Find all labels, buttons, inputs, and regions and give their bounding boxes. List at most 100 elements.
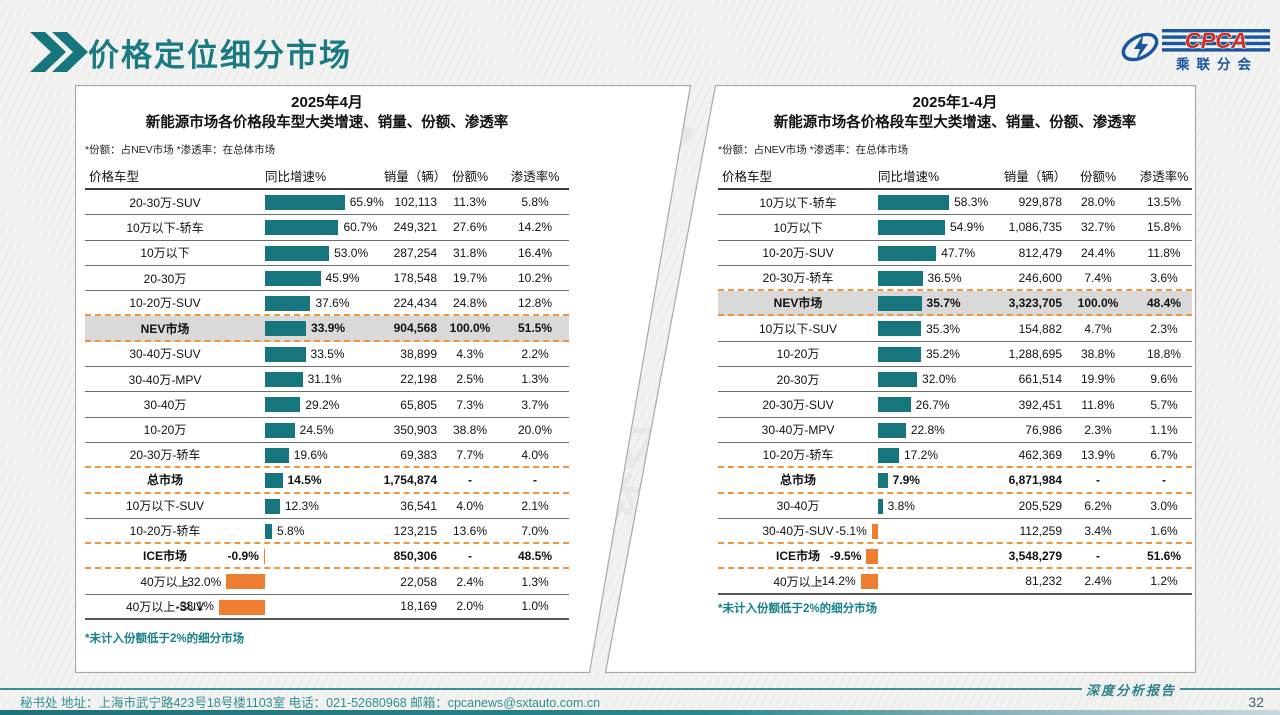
table-row: 10万以下 53.0% 287,254 31.8% 16.4% <box>85 241 569 266</box>
penetration-value: 2.3% <box>1150 321 1178 336</box>
growth-bar <box>265 296 311 312</box>
volume-value: 22,058 <box>400 574 437 589</box>
footer-bottom-bar <box>0 710 1280 715</box>
table-row: 40万以上 -14.2% 81,232 2.4% 1.2% <box>718 569 1192 595</box>
growth-value: 19.6% <box>293 447 328 462</box>
table-row: 10-20万-轿车 5.8% 123,215 13.6% 7.0% <box>85 519 569 545</box>
row-label: 10万以下-SUV <box>758 322 838 337</box>
growth-value: -32.0% <box>183 574 222 589</box>
volume-value: 112,259 <box>1019 523 1063 538</box>
volume-value: 81,232 <box>1025 574 1062 589</box>
growth-value: 32.0% <box>922 372 957 387</box>
growth-bar-cell: -14.2% <box>718 569 1192 592</box>
share-value: 100.0% <box>1077 295 1119 310</box>
row-label: NEV市场 <box>140 321 190 336</box>
row-label: 10万以下 <box>773 220 823 235</box>
growth-value: 58.3% <box>954 195 989 210</box>
column-header: 销量（辆） <box>1003 170 1067 184</box>
share-value: 6.2% <box>1084 498 1112 513</box>
table-row: 10-20万-SUV 47.7% 812,479 24.4% 11.8% <box>718 241 1192 266</box>
row-label: 30-40万-MPV <box>128 372 202 387</box>
panel-title-period: 2025年1-4月 <box>912 94 998 111</box>
growth-bar <box>878 195 950 210</box>
growth-bar-cell: 12.3% <box>85 494 569 518</box>
growth-value: 35.3% <box>926 321 961 336</box>
penetration-value: 5.7% <box>1150 397 1178 412</box>
growth-bar-cell: 31.1% <box>85 367 569 391</box>
growth-bar-cell: 45.9% <box>85 266 569 290</box>
growth-value: 37.6% <box>315 295 350 310</box>
row-label: 30-40万-SUV <box>762 524 834 538</box>
growth-bar-cell: 65.9% <box>85 190 569 214</box>
growth-bar-cell: 7.9% <box>718 468 1192 491</box>
row-label: 10-20万 <box>143 423 187 438</box>
growth-bar <box>265 270 321 286</box>
growth-bar <box>265 422 295 438</box>
volume-value: 850,306 <box>393 548 437 563</box>
column-header: 渗透率% <box>510 170 560 184</box>
penetration-value: 14.2% <box>517 220 553 235</box>
table-body: 20-30万-SUV 65.9% 102,113 11.3% 5.8% 10万以下-轿车 6… <box>85 190 569 621</box>
penetration-value: 18.8% <box>1146 346 1182 361</box>
page-number: 32 <box>1248 694 1264 710</box>
growth-bar <box>860 574 878 590</box>
penetration-value: 2.1% <box>521 498 549 513</box>
growth-bar-cell: 14.5% <box>85 468 569 491</box>
growth-bar-cell: 37.6% <box>85 291 569 314</box>
volume-value: 3,323,705 <box>1008 295 1062 310</box>
row-label: 30-40万 <box>143 398 187 413</box>
volume-value: 249,321 <box>393 220 437 235</box>
growth-value: 17.2% <box>903 447 938 462</box>
growth-bar <box>265 220 339 236</box>
panel-ytd: 2025年1-4月 新能源市场各价格段车型大类增速、销量、份额、渗透率 *份额：… <box>605 85 1197 673</box>
column-header: 价格车型 <box>89 170 140 184</box>
panel-april: 2025年4月 新能源市场各价格段车型大类增速、销量、份额、渗透率 *份额：占N… <box>75 85 692 673</box>
penetration-value: 48.5% <box>517 548 553 563</box>
table-row: 30-40万 3.8% 205,529 6.2% 3.0% <box>718 494 1192 519</box>
share-value: 4.3% <box>456 346 484 361</box>
penetration-value: 12.8% <box>517 295 553 310</box>
growth-bar <box>265 372 303 388</box>
growth-bar-cell: 60.7% <box>85 215 569 239</box>
table-row: 30-40万-MPV 31.1% 22,198 2.5% 1.3% <box>85 367 569 393</box>
panel-title-period: 2025年4月 <box>291 94 363 111</box>
penetration-value: 16.4% <box>517 245 553 260</box>
table-row: NEV市场 35.7% 3,323,705 100.0% 48.4% <box>718 291 1192 317</box>
growth-bar-cell: 58.3% <box>718 190 1192 214</box>
row-label: ICE市场 <box>142 549 187 564</box>
growth-bar <box>878 346 921 362</box>
table-row: ICE市场 -0.9% 850,306 - 48.5% <box>85 544 569 570</box>
table-header-row: 价格车型 同比增速% 销量（辆） 份额% 渗透率% <box>85 163 569 190</box>
table-row: 总市场 7.9% 6,871,984 - - <box>718 468 1192 494</box>
table-row: 10万以下-SUV 35.3% 154,882 4.7% 2.3% <box>718 316 1192 342</box>
penetration-value: 13.5% <box>1146 195 1182 210</box>
share-value: 11.8% <box>1081 397 1115 412</box>
penetration-value: 51.6% <box>1146 548 1182 563</box>
table-row: NEV市场 33.9% 904,568 100.0% 51.5% <box>85 316 569 342</box>
growth-bar-cell: -5.1% <box>718 519 1192 542</box>
growth-bar <box>265 245 330 261</box>
penetration-value: - <box>1162 472 1166 487</box>
share-value: 100.0% <box>449 321 491 336</box>
growth-bar-cell: 36.5% <box>718 266 1192 289</box>
growth-bar-cell: 47.7% <box>718 241 1192 265</box>
growth-bar <box>265 447 289 463</box>
volume-value: 6,871,984 <box>1008 472 1062 487</box>
growth-bar <box>265 346 306 362</box>
growth-value: 65.9% <box>349 195 384 210</box>
growth-bar <box>265 195 345 210</box>
volume-value: 102,113 <box>394 195 438 210</box>
penetration-value: 1.2% <box>1150 574 1178 589</box>
growth-value: 12.3% <box>284 498 319 513</box>
growth-value: 24.5% <box>299 422 334 437</box>
growth-bar-cell: 3.8% <box>718 494 1192 518</box>
share-value: 4.0% <box>456 498 484 513</box>
growth-bar-cell: 54.9% <box>718 215 1192 239</box>
row-label: 30-40万-MPV <box>761 423 835 438</box>
volume-value: 246,600 <box>1018 270 1062 285</box>
penetration-value: 6.7% <box>1150 447 1178 462</box>
volume-value: 287,254 <box>393 245 437 260</box>
growth-bar-cell: 17.2% <box>718 443 1192 466</box>
share-value: 19.9% <box>1080 372 1116 387</box>
penetration-value: 48.4% <box>1146 295 1182 310</box>
